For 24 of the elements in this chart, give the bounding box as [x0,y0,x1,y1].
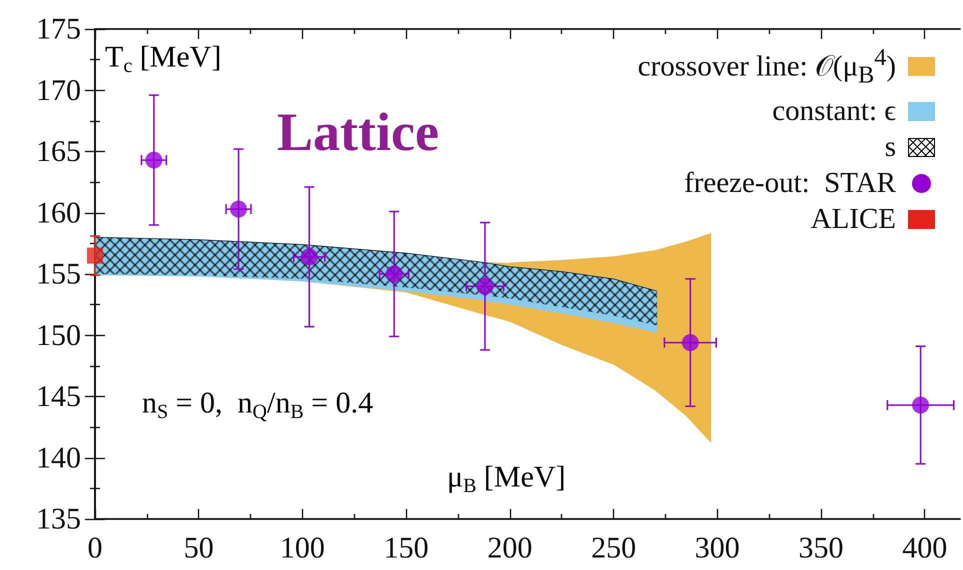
y-tick-label: 150 [36,318,81,352]
y-tick-label: 175 [36,12,81,46]
y-tick-label: 170 [36,74,81,107]
legend-label: freeze-out: STAR [684,166,896,202]
x-tick-label: 150 [384,532,429,564]
y-tick-label: 160 [36,196,81,230]
x-tick-label: 50 [184,532,214,564]
x-tick-label: 100 [280,532,325,564]
legend-label: crossover line: 𝒪(μ$_{B}$$^{4}$) [638,43,896,90]
x-tick-label: 0 [88,532,102,564]
x-tick-label: 400 [902,532,948,564]
text: Lattice [277,102,439,162]
legend-label: constant: ϵ [772,94,896,130]
y-tick-label: 145 [36,380,81,413]
y-tick-label: 155 [36,258,81,290]
y-tick-label: 165 [36,135,81,168]
x-tick-label: 250 [591,532,636,564]
x-tick-label: 200 [487,532,532,564]
y-tick-label: 135 [36,502,81,536]
x-tick-label: 300 [694,532,740,564]
legend-label: ALICE [810,202,896,238]
legend-label: s [884,130,896,166]
y-tick-label: 140 [36,441,81,474]
x-tick-label: 350 [798,532,844,564]
